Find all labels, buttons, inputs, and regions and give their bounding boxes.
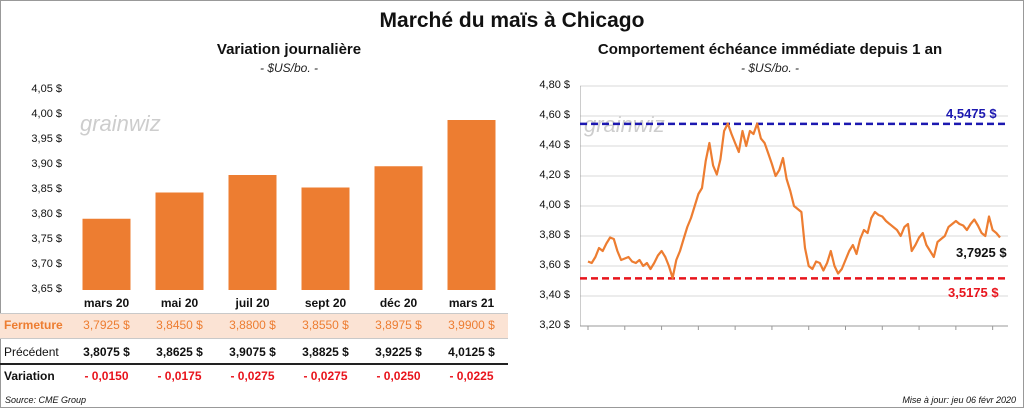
y-tick-label: 4,60 $	[539, 109, 570, 121]
table-cell: 3,8625 $	[156, 345, 203, 359]
table-cell: - 0,0275	[303, 369, 348, 383]
y-tick-label: 3,80 $	[31, 208, 62, 220]
table-cell: 3,8825 $	[302, 345, 349, 359]
bar-4	[301, 187, 350, 290]
y-tick-label: 3,40 $	[539, 289, 570, 301]
table-cell: - 0,0175	[157, 369, 202, 383]
y-tick-label: 4,40 $	[539, 139, 570, 151]
y-tick-label: 4,05 $	[31, 83, 62, 95]
y-tick-label: 4,20 $	[539, 169, 570, 181]
price-series-line	[587, 122, 1001, 280]
y-tick-label: 4,00 $	[31, 108, 62, 120]
right-line-chart: grainwiz mars 19avr 19mai 19juin 19juil …	[580, 85, 1008, 332]
x-category-label: mai 20	[160, 296, 199, 310]
table-cell: - 0,0275	[230, 369, 275, 383]
x-category-label: déc 20	[379, 296, 418, 310]
max-label: 4,5475 $	[946, 106, 997, 121]
y-tick-label: 3,90 $	[31, 158, 62, 170]
y-tick-label: 4,80 $	[539, 79, 570, 91]
table-cell: - 0,0150	[84, 369, 129, 383]
table-cell: 3,8800 $	[229, 318, 276, 332]
left-panel-subtitle: - $US/bo. -	[259, 61, 319, 75]
right-panel-title: Comportement échéance immédiate depuis 1…	[597, 41, 943, 58]
last-value-label: 3,7925 $	[956, 245, 1007, 260]
y-tick-label: 3,80 $	[539, 229, 570, 241]
right-panel-subtitle: - $US/bo. -	[740, 61, 800, 75]
x-category-label: sept 20	[304, 296, 347, 310]
table-cell: - 0,0250	[376, 369, 421, 383]
y-tick-label: 3,95 $	[31, 133, 62, 145]
table-cell: - 0,0225	[449, 369, 494, 383]
table-cell: 3,9900 $	[448, 318, 495, 332]
left-watermark: grainwiz	[80, 111, 161, 136]
table-cell: 3,8450 $	[156, 318, 203, 332]
table-cell: 3,9075 $	[229, 345, 276, 359]
update-note: Mise à jour: jeu 06 févr 2020	[902, 395, 1016, 405]
left-panel-title: Variation journalière	[216, 41, 362, 58]
row-label: Fermeture	[4, 318, 63, 332]
x-category-label: mars 20	[83, 296, 130, 310]
row-label: Précédent	[4, 345, 59, 359]
table-cell: 4,0125 $	[448, 345, 495, 359]
table-cell: 3,9225 $	[375, 345, 422, 359]
y-tick-label: 3,70 $	[31, 258, 62, 270]
min-label: 3,5175 $	[948, 285, 999, 300]
row-label: Variation	[4, 369, 55, 383]
main-title: Marché du maïs à Chicago	[379, 9, 645, 32]
bar-1	[82, 218, 131, 290]
y-tick-label: 3,60 $	[539, 259, 570, 271]
y-tick-label: 3,65 $	[31, 283, 62, 295]
bar-6	[447, 120, 496, 290]
x-category-label: mars 21	[448, 296, 495, 310]
bar-2	[155, 192, 204, 290]
table-divider	[0, 363, 508, 365]
bar-5	[374, 166, 423, 290]
left-bar-chart: grainwiz	[80, 111, 496, 290]
fermeture-row-bg	[0, 313, 508, 339]
x-category-label: juil 20	[235, 296, 270, 310]
table-cell: 3,8550 $	[302, 318, 349, 332]
source-note: Source: CME Group	[5, 395, 87, 405]
y-tick-label: 3,75 $	[31, 233, 62, 245]
table-cell: 3,7925 $	[83, 318, 130, 332]
table-cell: 3,8075 $	[83, 345, 130, 359]
y-tick-label: 3,85 $	[31, 183, 62, 195]
y-tick-label: 3,20 $	[539, 319, 570, 331]
y-tick-label: 4,00 $	[539, 199, 570, 211]
bar-3	[228, 175, 277, 290]
table-cell: 3,8975 $	[375, 318, 422, 332]
